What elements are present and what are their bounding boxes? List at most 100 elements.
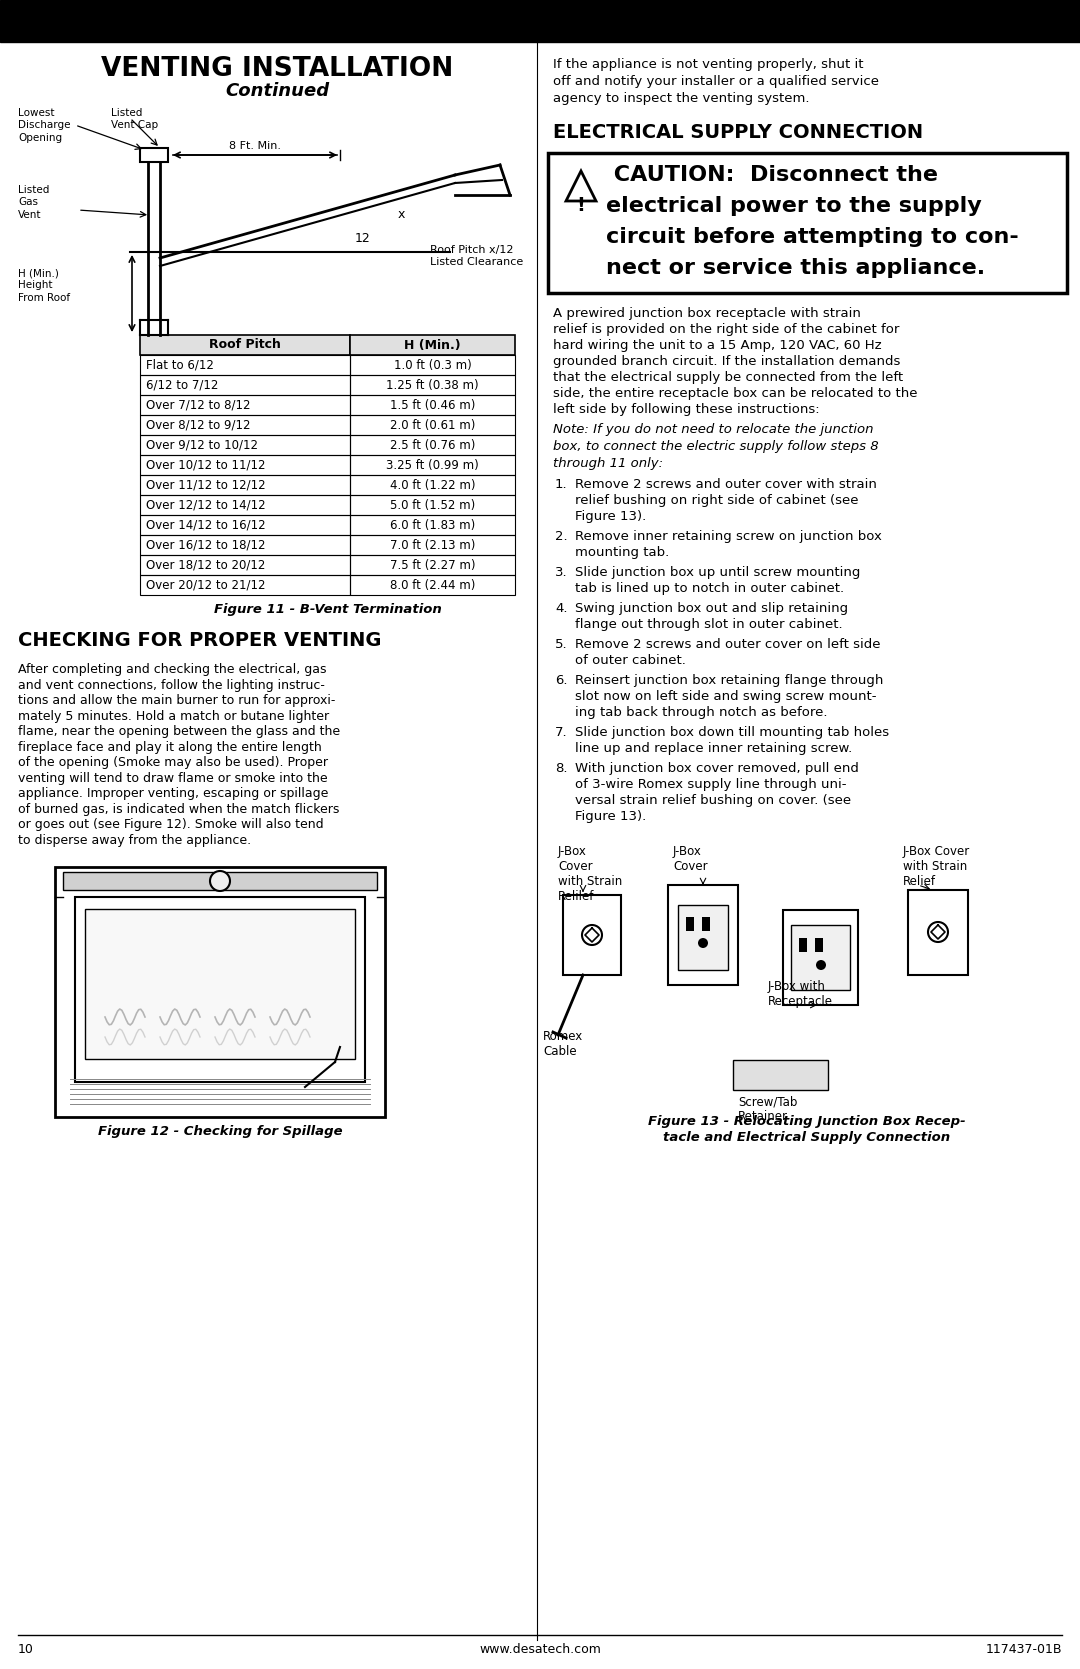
Text: Remove 2 screws and outer cover with strain: Remove 2 screws and outer cover with str…: [575, 477, 877, 491]
Text: Romex
Cable: Romex Cable: [543, 1030, 583, 1058]
Text: versal strain relief bushing on cover. (see: versal strain relief bushing on cover. (…: [575, 794, 851, 808]
Text: Remove 2 screws and outer cover on left side: Remove 2 screws and outer cover on left …: [575, 638, 880, 651]
Polygon shape: [566, 170, 596, 200]
Text: tions and allow the main burner to run for approxi-: tions and allow the main burner to run f…: [18, 694, 336, 708]
Bar: [140, 536, 350, 556]
Text: !: !: [577, 195, 585, 215]
Text: After completing and checking the electrical, gas: After completing and checking the electr…: [18, 663, 326, 676]
Text: Continued: Continued: [226, 82, 329, 100]
Text: of outer cabinet.: of outer cabinet.: [575, 654, 686, 668]
Text: relief is provided on the right side of the cabinet for: relief is provided on the right side of …: [553, 324, 900, 335]
Text: Over 7/12 to 8/12: Over 7/12 to 8/12: [146, 399, 251, 412]
Text: Over 11/12 to 12/12: Over 11/12 to 12/12: [146, 479, 266, 491]
Text: Slide junction box down till mounting tab holes: Slide junction box down till mounting ta…: [575, 726, 889, 739]
Text: Figure 13).: Figure 13).: [575, 809, 646, 823]
Text: Over 8/12 to 9/12: Over 8/12 to 9/12: [146, 419, 251, 432]
Text: Over 18/12 to 20/12: Over 18/12 to 20/12: [146, 559, 266, 571]
Bar: [140, 149, 168, 162]
Text: 1.25 ft (0.38 m): 1.25 ft (0.38 m): [387, 379, 478, 392]
Bar: [791, 925, 850, 990]
Text: 3.: 3.: [555, 566, 568, 579]
Text: 7.5 ft (2.27 m): 7.5 ft (2.27 m): [390, 559, 475, 571]
Text: mounting tab.: mounting tab.: [575, 546, 670, 559]
Circle shape: [210, 871, 230, 891]
Bar: [702, 916, 710, 931]
Bar: [140, 416, 350, 436]
Bar: [63, 871, 377, 890]
Text: J-Box
Cover
with Strain
Relilef: J-Box Cover with Strain Relilef: [558, 845, 622, 903]
Bar: [350, 536, 515, 556]
Bar: [140, 376, 350, 396]
Text: 2.: 2.: [555, 531, 568, 542]
Text: x: x: [399, 209, 405, 222]
Text: agency to inspect the venting system.: agency to inspect the venting system.: [553, 92, 810, 105]
Bar: [563, 895, 621, 975]
Circle shape: [698, 938, 708, 948]
Text: Listed
Gas
Vent: Listed Gas Vent: [18, 185, 50, 220]
Text: Over 9/12 to 10/12: Over 9/12 to 10/12: [146, 439, 258, 452]
Circle shape: [582, 925, 602, 945]
Bar: [350, 396, 515, 416]
Text: H (Min.)
Height
From Roof: H (Min.) Height From Roof: [18, 269, 70, 302]
Text: Figure 13).: Figure 13).: [575, 511, 646, 522]
Text: Lowest
Discharge
Opening: Lowest Discharge Opening: [18, 108, 70, 144]
Text: Over 14/12 to 16/12: Over 14/12 to 16/12: [146, 519, 266, 531]
Text: relief bushing on right side of cabinet (see: relief bushing on right side of cabinet …: [575, 494, 859, 507]
Text: Figure 11 - B-Vent Termination: Figure 11 - B-Vent Termination: [214, 603, 442, 616]
Text: Over 10/12 to 11/12: Over 10/12 to 11/12: [146, 459, 266, 472]
Text: Over 16/12 to 18/12: Over 16/12 to 18/12: [146, 539, 266, 551]
Bar: [350, 335, 515, 355]
Text: flame, near the opening between the glass and the: flame, near the opening between the glas…: [18, 724, 340, 738]
Text: side, the entire receptacle box can be relocated to the: side, the entire receptacle box can be r…: [553, 387, 918, 401]
Bar: [140, 556, 350, 576]
Text: flange out through slot in outer cabinet.: flange out through slot in outer cabinet…: [575, 618, 842, 631]
Text: 6.0 ft (1.83 m): 6.0 ft (1.83 m): [390, 519, 475, 531]
Text: off and notify your installer or a qualified service: off and notify your installer or a quali…: [553, 75, 879, 88]
Bar: [55, 866, 384, 1117]
Bar: [350, 376, 515, 396]
Text: Note: If you do not need to relocate the junction: Note: If you do not need to relocate the…: [553, 422, 874, 436]
Text: Figure 12 - Checking for Spillage: Figure 12 - Checking for Spillage: [97, 1125, 342, 1138]
Text: grounded branch circuit. If the installation demands: grounded branch circuit. If the installa…: [553, 355, 901, 367]
Text: mately 5 minutes. Hold a match or butane lighter: mately 5 minutes. Hold a match or butane…: [18, 709, 329, 723]
Text: ing tab back through notch as before.: ing tab back through notch as before.: [575, 706, 827, 719]
Text: Over 12/12 to 14/12: Over 12/12 to 14/12: [146, 499, 266, 511]
Text: Reinsert junction box retaining flange through: Reinsert junction box retaining flange t…: [575, 674, 883, 688]
Bar: [908, 890, 968, 975]
Text: slot now on left side and swing screw mount-: slot now on left side and swing screw mo…: [575, 689, 877, 703]
Bar: [350, 556, 515, 576]
Bar: [140, 355, 350, 376]
Bar: [140, 436, 350, 456]
Text: nect or service this appliance.: nect or service this appliance.: [606, 259, 985, 279]
Bar: [815, 938, 823, 951]
Text: 5.0 ft (1.52 m): 5.0 ft (1.52 m): [390, 499, 475, 511]
Text: venting will tend to draw flame or smoke into the: venting will tend to draw flame or smoke…: [18, 771, 327, 784]
Text: appliance. Improper venting, escaping or spillage: appliance. Improper venting, escaping or…: [18, 788, 328, 799]
Text: Flat to 6/12: Flat to 6/12: [146, 359, 214, 372]
Text: J-Box Cover
with Strain
Relief: J-Box Cover with Strain Relief: [903, 845, 970, 888]
Bar: [350, 516, 515, 536]
Text: 12: 12: [355, 232, 370, 244]
Bar: [140, 396, 350, 416]
Bar: [140, 516, 350, 536]
Text: hard wiring the unit to a 15 Amp, 120 VAC, 60 Hz: hard wiring the unit to a 15 Amp, 120 VA…: [553, 339, 881, 352]
Text: Listed
Vent Cap: Listed Vent Cap: [111, 108, 158, 130]
Text: or goes out (see Figure 12). Smoke will also tend: or goes out (see Figure 12). Smoke will …: [18, 818, 324, 831]
Bar: [85, 910, 355, 1060]
Text: electrical power to the supply: electrical power to the supply: [606, 195, 982, 215]
Bar: [669, 885, 738, 985]
Text: 2.0 ft (0.61 m): 2.0 ft (0.61 m): [390, 419, 475, 432]
Text: 1.0 ft (0.3 m): 1.0 ft (0.3 m): [393, 359, 471, 372]
Bar: [350, 576, 515, 596]
Text: 6/12 to 7/12: 6/12 to 7/12: [146, 379, 218, 392]
Text: circuit before attempting to con-: circuit before attempting to con-: [606, 227, 1018, 247]
Bar: [140, 496, 350, 516]
Text: Remove inner retaining screw on junction box: Remove inner retaining screw on junction…: [575, 531, 882, 542]
Text: Screw/Tab
Retainer: Screw/Tab Retainer: [738, 1095, 797, 1123]
Bar: [350, 436, 515, 456]
Bar: [140, 456, 350, 476]
Bar: [0, 0, 1080, 42]
Bar: [350, 496, 515, 516]
Text: 2.5 ft (0.76 m): 2.5 ft (0.76 m): [390, 439, 475, 452]
Text: If the appliance is not venting properly, shut it: If the appliance is not venting properly…: [553, 58, 864, 72]
